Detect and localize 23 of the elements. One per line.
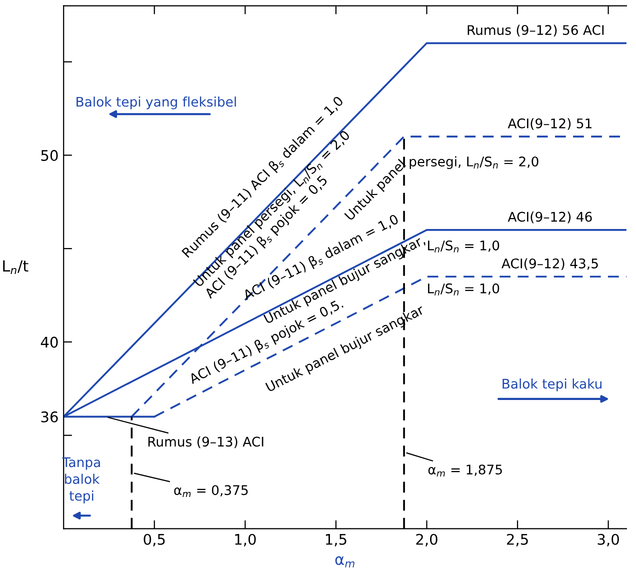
x-tick-label: 3,0 bbox=[598, 534, 619, 546]
annotation: ACI(9–12) 43,5 bbox=[502, 258, 598, 270]
annotation: ACI(9–12) 46 bbox=[508, 212, 592, 224]
annotation: Rumus (9–12) 56 ACI bbox=[468, 24, 604, 37]
annotation: α$_{m}$ = 0,375 bbox=[174, 485, 248, 498]
x-tick-label: 2,5 bbox=[506, 534, 528, 546]
y-axis-title: L$_{n}$/t bbox=[3, 260, 28, 274]
x-tick-label: 2,0 bbox=[416, 534, 438, 546]
x-axis-title: α$_{m}$ bbox=[335, 556, 354, 568]
y-tick-label: 50 bbox=[41, 150, 58, 161]
x-tick-label: 1,5 bbox=[326, 534, 346, 546]
annotation: Rumus (9–13) ACI bbox=[148, 436, 264, 448]
x-tick-label: 1,0 bbox=[235, 534, 256, 546]
annotation: L$_{n}$/S$_{n}$ = 1,0 bbox=[428, 283, 500, 296]
x-tick-label: 0,5 bbox=[144, 534, 165, 546]
annotation: ACI(9–12) 51 bbox=[508, 118, 592, 130]
annotation: L$_{n}$/S$_{n}$ = 1,0 bbox=[428, 240, 500, 252]
annotation: persegi, L$_{n}$/S$_{n}$ = 2,0 bbox=[410, 156, 538, 170]
annotation: Balok tepi yang fleksibel bbox=[76, 96, 236, 110]
y-tick-label: 36 bbox=[41, 411, 58, 422]
annotation: Balok tepi kaku bbox=[502, 378, 602, 392]
annotation: α$_{m}$ = 1,875 bbox=[428, 464, 502, 477]
y-tick-label: 40 bbox=[40, 336, 58, 348]
